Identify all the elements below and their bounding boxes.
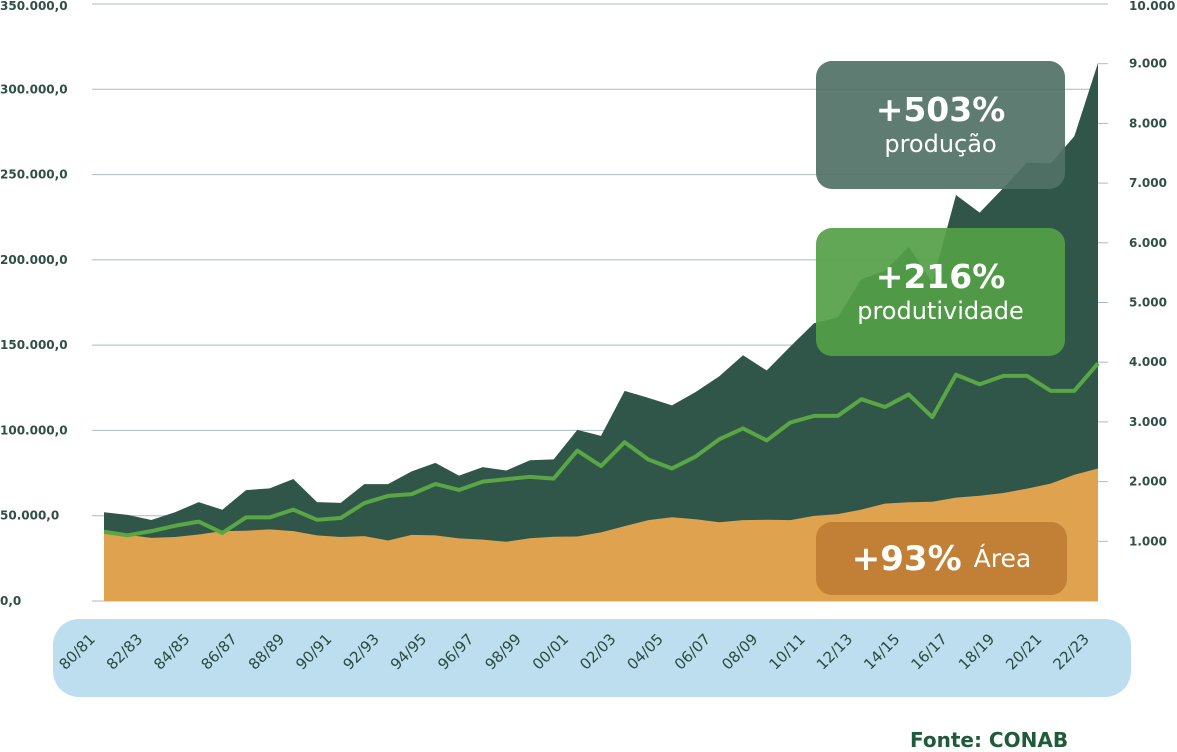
area-growth-percent: +93% xyxy=(851,538,962,579)
area-growth-badge: +93% Área xyxy=(816,522,1067,595)
right-tick-label: 10.000 xyxy=(1129,0,1175,13)
productivity-growth-percent: +216% xyxy=(875,257,1006,296)
left-tick-label: 50.000,0 xyxy=(0,509,59,523)
left-tick-label: 250.000,0 xyxy=(0,168,68,182)
left-tick-label: 0,0 xyxy=(0,594,21,608)
right-tick-label: 2.000 xyxy=(1129,475,1167,489)
area-growth-label: Área xyxy=(973,543,1032,573)
productivity-growth-label: produtividade xyxy=(857,297,1024,325)
left-tick-label: 200.000,0 xyxy=(0,253,68,267)
production-growth-label: produção xyxy=(884,130,997,158)
left-y-axis: 0,0 50.000,0 100.000,0 150.000,0 200.000,0 25… xyxy=(0,0,68,608)
left-tick-label: 300.000,0 xyxy=(0,82,68,96)
right-tick-label: 3.000 xyxy=(1129,415,1167,429)
left-tick-label: 150.000,0 xyxy=(0,338,68,352)
right-tick-label: 1.000 xyxy=(1129,534,1167,548)
x-axis-band xyxy=(53,619,1131,697)
right-tick-label: 8.000 xyxy=(1129,116,1167,130)
right-tick-label: 9.000 xyxy=(1129,57,1167,71)
right-y-axis: 1.000 2.000 3.000 4.000 5.000 6.000 7.000 8.000… xyxy=(1098,0,1175,548)
right-tick-label: 7.000 xyxy=(1129,176,1167,190)
productivity-line xyxy=(103,362,1100,538)
productivity-growth-badge: +216% produtividade xyxy=(816,228,1065,356)
left-tick-label: 350.000,0 xyxy=(0,0,68,13)
right-tick-label: 4.000 xyxy=(1129,355,1167,369)
production-growth-badge: +503% produção xyxy=(816,61,1065,189)
production-area xyxy=(104,63,1098,601)
right-tick-label: 5.000 xyxy=(1129,296,1167,310)
right-tick-label: 6.000 xyxy=(1129,236,1167,250)
source-credit: Fonte: CONAB xyxy=(910,728,1069,752)
production-growth-percent: +503% xyxy=(875,90,1006,129)
left-tick-label: 100.000,0 xyxy=(0,423,68,437)
